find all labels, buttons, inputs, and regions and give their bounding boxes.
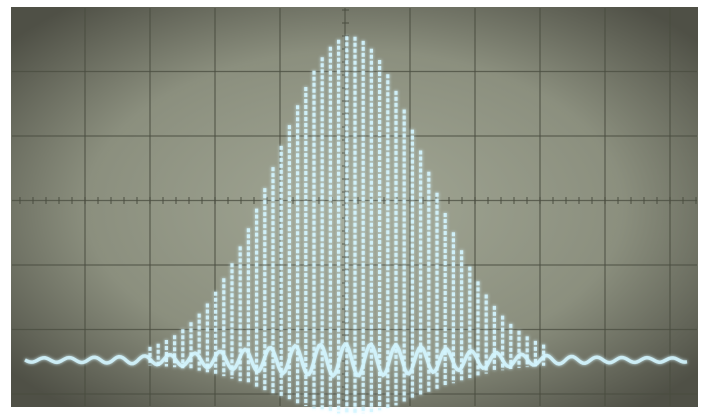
oscilloscope-photo <box>0 0 705 418</box>
page: (() => { const ns = 'http://www.w3.org/2… <box>0 0 705 418</box>
